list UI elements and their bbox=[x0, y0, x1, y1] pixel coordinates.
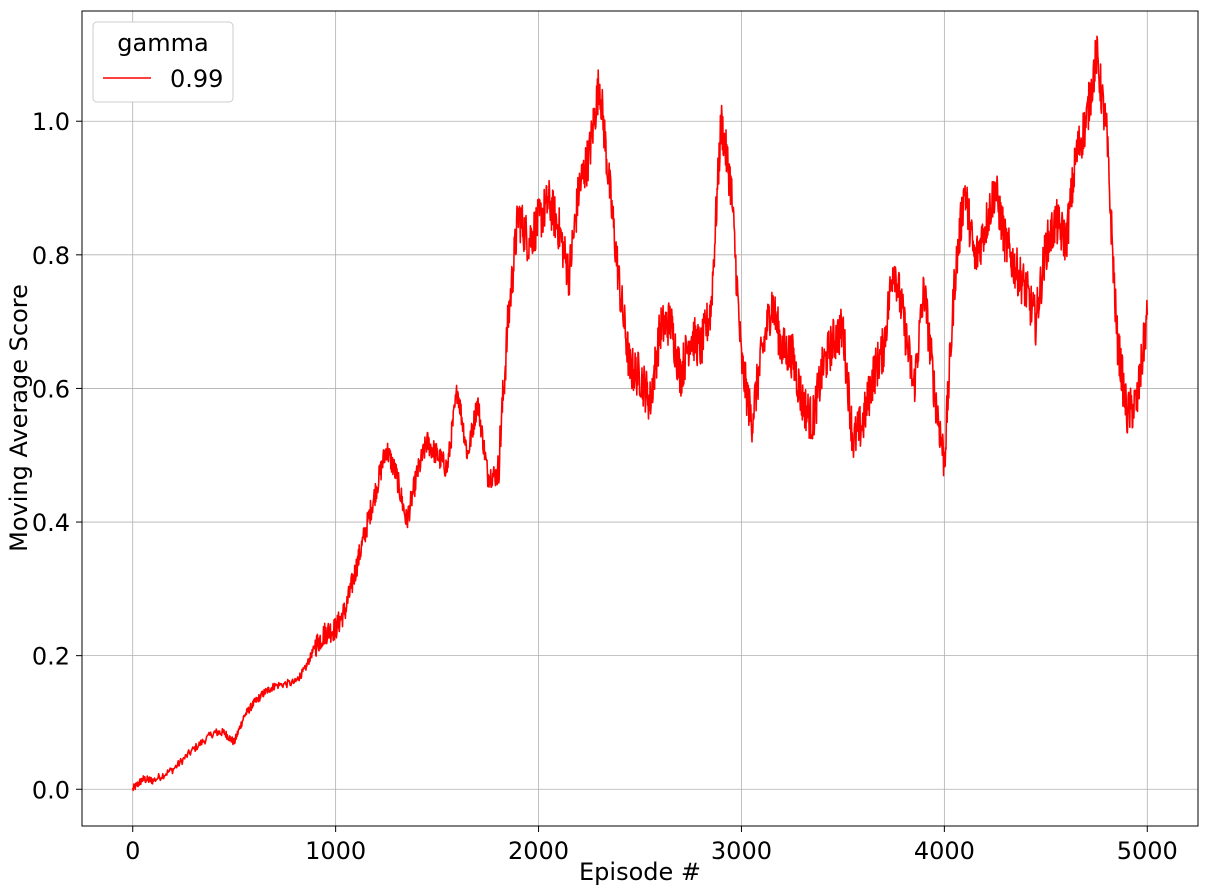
y-tick-label: 0.8 bbox=[32, 242, 70, 270]
plot-frame bbox=[81, 10, 1199, 827]
x-tick-label: 2000 bbox=[508, 837, 569, 865]
series-line-0.99 bbox=[131, 35, 1149, 792]
y-tick-labels: 0.0 0.2 0.4 0.6 0.8 1.0 bbox=[32, 108, 70, 804]
y-tick-label: 0.0 bbox=[32, 776, 70, 804]
x-axis-label: Episode # bbox=[579, 858, 701, 886]
x-tick-label: 1000 bbox=[305, 837, 366, 865]
x-tick-label: 4000 bbox=[914, 837, 975, 865]
x-tick-label: 0 bbox=[125, 837, 140, 865]
y-tick-label: 1.0 bbox=[32, 108, 70, 136]
tick-marks bbox=[76, 120, 1148, 832]
x-tick-label: 3000 bbox=[711, 837, 772, 865]
x-tick-labels: 0 1000 2000 3000 4000 5000 bbox=[125, 837, 1178, 865]
y-tick-label: 0.2 bbox=[32, 643, 70, 671]
legend-entry-label: 0.99 bbox=[170, 65, 223, 93]
legend: gamma 0.99 bbox=[92, 21, 234, 103]
y-axis-label: Moving Average Score bbox=[5, 284, 33, 552]
x-tick-label: 5000 bbox=[1117, 837, 1178, 865]
y-tick-label: 0.6 bbox=[32, 375, 70, 403]
legend-box bbox=[92, 21, 234, 103]
plot-area bbox=[82, 11, 1198, 826]
grid-lines bbox=[82, 11, 1198, 826]
legend-title: gamma bbox=[117, 29, 208, 57]
y-tick-label: 0.4 bbox=[32, 509, 70, 537]
